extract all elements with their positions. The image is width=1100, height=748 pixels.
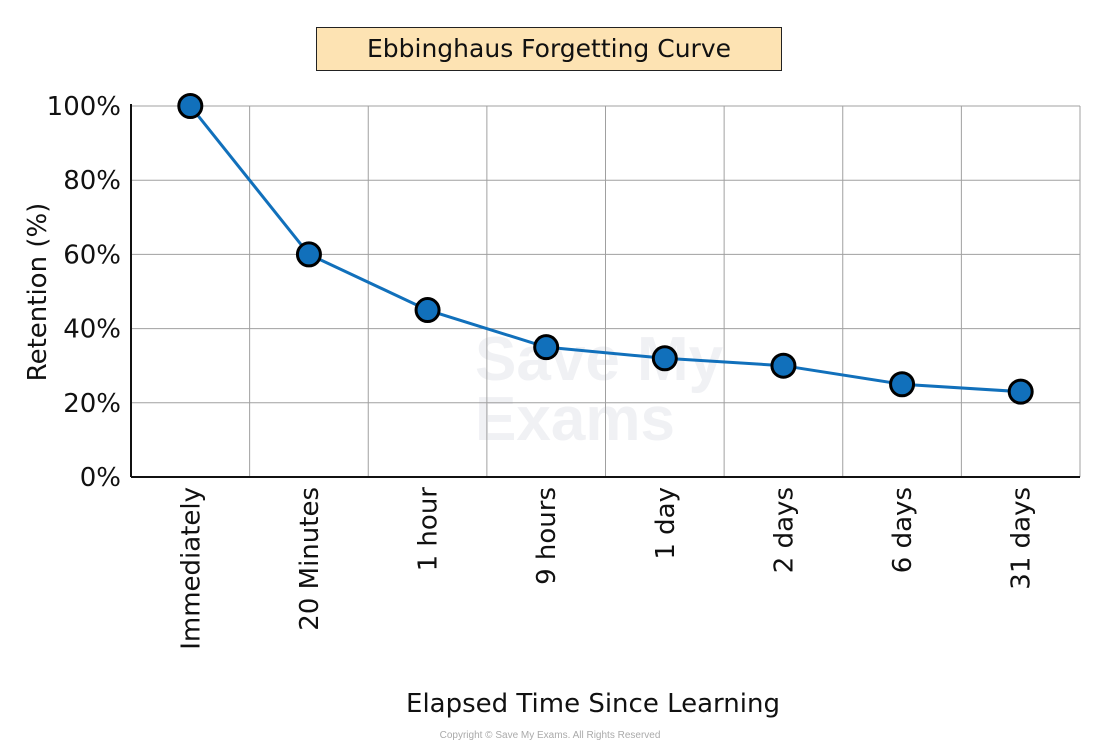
data-point xyxy=(889,371,916,398)
data-point xyxy=(414,297,441,324)
x-tick-label: 6 days xyxy=(888,487,918,573)
data-point xyxy=(651,345,678,372)
data-point xyxy=(295,241,322,268)
x-tick-label: 2 days xyxy=(769,487,799,573)
tick-labels: 0% 20% 40% 60% 80% 100% Immediately 20 Minutes 1… xyxy=(47,92,1037,650)
data-point xyxy=(1007,378,1034,405)
y-tick-label: 100% xyxy=(47,92,121,122)
x-tick-label: Immediately xyxy=(176,487,206,650)
svg-text:Exams: Exams xyxy=(475,385,675,454)
chart-title: Ebbinghaus Forgetting Curve xyxy=(316,27,782,71)
y-axis-label: Retention (%) xyxy=(23,203,53,382)
data-point xyxy=(770,352,797,379)
data-points xyxy=(177,93,1034,405)
x-axis-label: Elapsed Time Since Learning xyxy=(406,689,780,719)
x-tick-label: 1 day xyxy=(651,487,681,560)
data-point xyxy=(533,334,560,361)
x-tick-label: 20 Minutes xyxy=(295,487,325,631)
x-tick-label: 9 hours xyxy=(532,487,562,585)
y-tick-label: 20% xyxy=(63,389,121,419)
y-tick-label: 80% xyxy=(63,166,121,196)
axes xyxy=(130,104,1080,478)
y-tick-label: 40% xyxy=(63,315,121,345)
copyright-text: Copyright © Save My Exams. All Rights Re… xyxy=(439,730,661,741)
x-tick-label: 31 days xyxy=(1007,487,1037,590)
data-point xyxy=(177,93,204,119)
grid xyxy=(131,105,1081,477)
y-tick-label: 0% xyxy=(80,463,121,493)
series-line xyxy=(189,105,1021,394)
x-tick-label: 1 hour xyxy=(414,487,444,572)
watermark: Save My Exams xyxy=(475,325,724,454)
y-tick-label: 60% xyxy=(63,240,121,270)
